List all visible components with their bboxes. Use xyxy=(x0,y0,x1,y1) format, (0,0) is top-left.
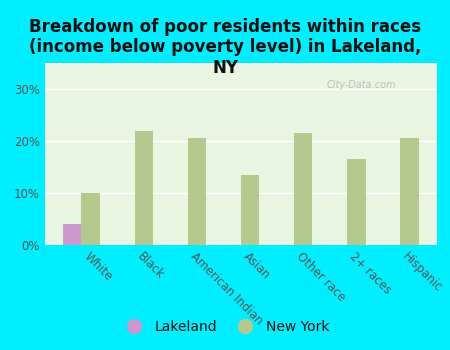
Text: City-Data.com: City-Data.com xyxy=(327,80,396,90)
Bar xyxy=(63,224,81,245)
Bar xyxy=(81,193,100,245)
Bar xyxy=(241,175,259,245)
Legend: Lakeland, New York: Lakeland, New York xyxy=(115,314,335,340)
Bar xyxy=(347,159,365,245)
Bar xyxy=(135,131,153,245)
Bar xyxy=(294,133,312,245)
Text: Breakdown of poor residents within races
(income below poverty level) in Lakelan: Breakdown of poor residents within races… xyxy=(29,18,421,77)
Bar xyxy=(188,138,206,245)
Bar xyxy=(400,138,418,245)
